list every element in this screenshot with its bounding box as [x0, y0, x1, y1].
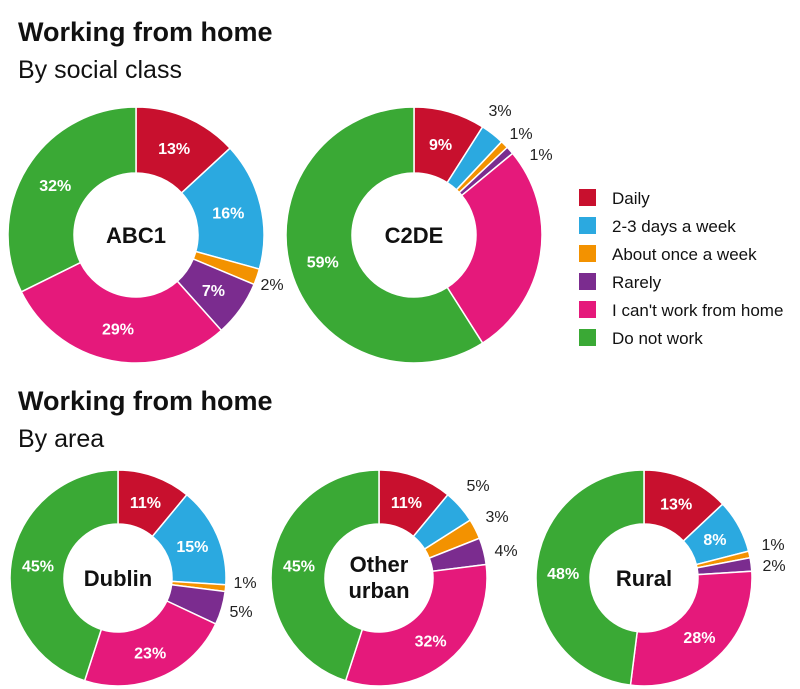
abc1-label-2-3-days-a-week: 16% [212, 206, 244, 223]
dublin-label-about-once-a-week: 1% [233, 575, 256, 592]
dublin-slice-i-can-t-work-from-home [83, 599, 217, 687]
rural-label-rarely: 2% [762, 558, 785, 575]
legend-label-rarely: Rarely [612, 273, 662, 292]
dublin-center-label: Dublin [84, 566, 152, 591]
legend-label-cant-work: I can't work from home [612, 301, 783, 320]
other-urban-label-do-not-work: 45% [283, 558, 315, 575]
other-urban-label-i-can-t-work-from-home: 32% [415, 633, 447, 650]
legend-swatch-2-3-days [579, 217, 596, 234]
other-urban-label-2-3-days-a-week: 5% [466, 478, 489, 495]
c2de-center-label: C2DE [385, 223, 444, 248]
legend-label-once-a-week: About once a week [612, 245, 757, 264]
dublin-label-i-can-t-work-from-home: 23% [134, 645, 166, 662]
abc1-slice-do-not-work [7, 106, 137, 293]
section1-title: Working from home [18, 17, 273, 47]
legend-swatch-once-a-week [579, 245, 596, 262]
other-urban-label-rarely: 4% [494, 543, 517, 560]
rural-slice-i-can-t-work-from-home [629, 570, 753, 687]
dublin-label-rarely: 5% [229, 604, 252, 621]
rural-center-label: Rural [616, 566, 672, 591]
legend-label-2-3-days: 2-3 days a week [612, 217, 736, 236]
c2de-label-about-once-a-week: 1% [509, 126, 532, 143]
section1-subtitle: By social class [18, 56, 182, 84]
c2de-label-2-3-days-a-week: 3% [488, 103, 511, 120]
legend-label-daily: Daily [612, 189, 650, 208]
abc1-label-i-can-t-work-from-home: 29% [102, 321, 134, 338]
section2-subtitle: By area [18, 425, 104, 453]
legend-swatch-rarely [579, 273, 596, 290]
legend-swatch-do-not-work [579, 329, 596, 346]
c2de-label-do-not-work: 59% [307, 255, 339, 272]
abc1-label-daily: 13% [158, 141, 190, 158]
dublin-label-daily: 11% [130, 495, 161, 512]
abc1-label-rarely: 7% [202, 283, 225, 300]
abc1-label-do-not-work: 32% [39, 178, 71, 195]
rural-label-about-once-a-week: 1% [761, 537, 784, 554]
c2de-label-daily: 9% [429, 137, 452, 154]
other-urban-center-label: Other [350, 552, 409, 577]
other-urban-center-label: urban [348, 578, 409, 603]
rural-label-i-can-t-work-from-home: 28% [683, 630, 715, 647]
donut-c2de: 9% 3% 1% 1% 59% C2DE [285, 103, 553, 364]
other-urban-label-daily: 11% [391, 495, 422, 512]
legend-swatch-cant-work [579, 301, 596, 318]
section2-title: Working from home [18, 386, 273, 416]
abc1-center-label: ABC1 [106, 223, 166, 248]
dublin-label-do-not-work: 45% [22, 558, 54, 575]
legend-swatch-daily [579, 189, 596, 206]
abc1-slice-i-can-t-work-from-home [20, 261, 223, 364]
legend: Daily 2-3 days a week About once a week … [579, 189, 783, 348]
c2de-label-rarely: 1% [529, 147, 552, 164]
legend-label-do-not-work: Do not work [612, 329, 703, 348]
donut-rural: 13% 8% 1% 2% 28% 48% Rural [535, 469, 786, 687]
donut-dublin: 11% 15% 1% 5% 23% 45% Dublin [9, 469, 257, 687]
other-urban-label-about-once-a-week: 3% [485, 509, 508, 526]
dublin-label-2-3-days-a-week: 15% [176, 539, 208, 556]
other-urban-slice-i-can-t-work-from-home [344, 563, 488, 687]
donut-abc1: 13% 16% 2% 7% 29% 32% ABC1 [7, 106, 284, 364]
other-urban-slice-do-not-work [270, 469, 380, 682]
rural-slice-do-not-work [535, 469, 645, 686]
donut-charts: 13% 16% 2% 7% 29% 32% ABC1 9% 3% 1% 1% 59% C2DE 11% 15… [7, 103, 786, 687]
abc1-label-about-once-a-week: 2% [260, 277, 283, 294]
rural-label-daily: 13% [660, 497, 692, 514]
c2de-slice-do-not-work [285, 106, 484, 364]
dublin-slice-do-not-work [9, 469, 119, 682]
rural-label-2-3-days-a-week: 8% [703, 532, 726, 549]
rural-label-do-not-work: 48% [547, 566, 579, 583]
c2de-slice-i-can-t-work-from-home [446, 152, 543, 345]
